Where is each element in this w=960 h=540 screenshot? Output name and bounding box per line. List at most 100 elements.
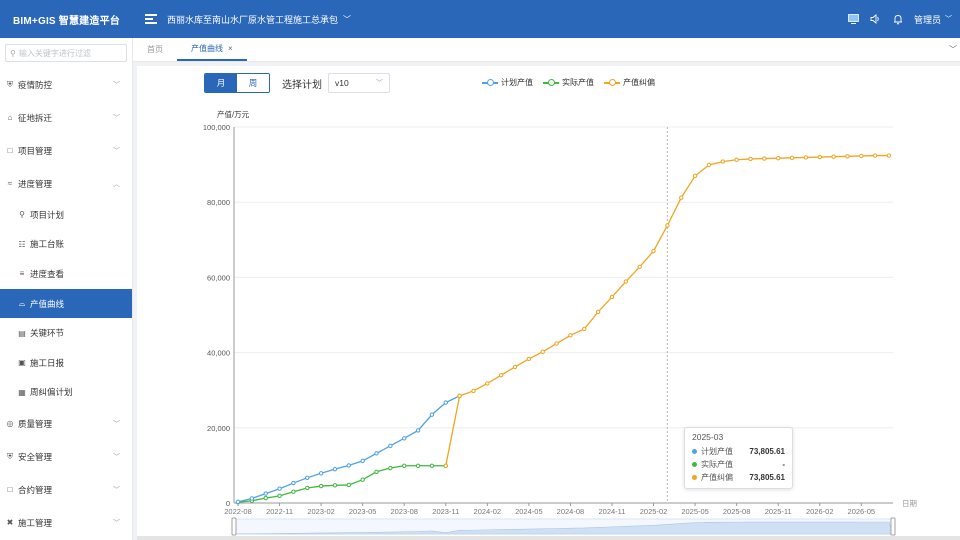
x-tick-label: 2025-02 <box>640 507 668 516</box>
x-tick-label: 2026-02 <box>806 507 834 516</box>
tab-home[interactable]: 首页 <box>133 37 177 61</box>
location-icon: ⚲ <box>19 210 25 220</box>
sidebar-item-epidemic[interactable]: ⛨ 疫情防控 ﹀ <box>0 68 132 101</box>
data-point <box>706 162 712 168</box>
sidebar-subitem-plan[interactable]: ⚲ 项目计划 <box>0 200 132 230</box>
x-tick-label: 2023-08 <box>390 507 418 516</box>
data-point <box>318 483 324 489</box>
key-node-icon: ▤ <box>18 328 26 338</box>
zoom-slider-preview <box>233 521 894 535</box>
data-point <box>803 155 809 160</box>
data-point <box>429 412 435 417</box>
legend-item-actual[interactable]: 实际产值 <box>543 77 594 88</box>
sidebar-item-project[interactable]: □ 项目管理 ﹀ <box>0 134 132 167</box>
period-toggle: 月 周 <box>204 73 270 93</box>
bell-icon[interactable] <box>892 13 904 25</box>
data-point <box>402 436 407 441</box>
legend-item-deviation[interactable]: 产值纠偏 <box>604 77 655 88</box>
data-point <box>540 349 545 355</box>
tooltip-label: 产值纠偏 <box>701 473 733 482</box>
sidebar-item-label: 施工管理 <box>18 517 53 528</box>
data-point <box>318 471 324 476</box>
sidebar-subitem-view[interactable]: ≡ 进度查看 <box>0 259 132 289</box>
chevron-down-icon: ﹀ <box>113 519 120 527</box>
week-button[interactable]: 周 <box>237 74 269 92</box>
sidebar-item-label: 征地拆迁 <box>18 112 53 123</box>
plan-select-value: v10 <box>335 78 349 88</box>
search-placeholder: 输入关键字进行过滤 <box>18 48 91 58</box>
zoom-handle-right <box>890 517 896 536</box>
x-tick-label: 2024-02 <box>474 507 502 516</box>
menu-toggle-icon[interactable] <box>145 14 159 24</box>
sidebar-item-safety[interactable]: ⛨ 安全管理 ﹀ <box>0 440 132 473</box>
sound-icon[interactable] <box>870 13 882 25</box>
project-selector[interactable]: 西丽水库至南山水厂原水管工程施工总承包 ﹀ <box>167 13 351 26</box>
x-tick-label: 2025-08 <box>723 507 751 516</box>
data-point <box>263 495 268 501</box>
x-tick-label: 2024-11 <box>598 507 625 516</box>
y-tick-label: 0 <box>226 499 230 508</box>
data-point <box>568 333 573 338</box>
data-point <box>554 341 559 346</box>
sidebar: ⚲ 输入关键字进行过滤 ⛨ 疫情防控 ﹀ ⌂ 征地拆迁 ﹀ □ 项目管理 ﹀ ≈… <box>0 38 133 540</box>
quality-icon: ◎ <box>6 419 14 429</box>
data-point <box>402 463 407 468</box>
legend-item-plan[interactable]: 计划产值 <box>482 77 533 88</box>
search-icon: ⚲ <box>10 48 16 58</box>
app-title: BIM+GIS 智慧建造平台 <box>13 15 120 27</box>
sidebar-subitem-label: 项目计划 <box>30 209 65 220</box>
monitor-icon[interactable] <box>848 13 860 25</box>
month-button[interactable]: 月 <box>205 74 237 92</box>
chevron-down-icon: ﹀ <box>945 16 952 23</box>
tab-output-curve[interactable]: 产值曲线 × <box>177 37 247 61</box>
sidebar-item-quality[interactable]: ◎ 质量管理 ﹀ <box>0 407 132 440</box>
sidebar-subitem-label: 进度查看 <box>30 268 65 279</box>
data-point <box>235 499 241 505</box>
sidebar-item-land[interactable]: ⌂ 征地拆迁 ﹀ <box>0 101 132 134</box>
sidebar-subitem-weekly[interactable]: ▦ 周纠偏计划 <box>0 378 132 408</box>
y-tick-label: 60,000 <box>207 273 230 282</box>
data-point <box>346 463 352 468</box>
sidebar-subitem-key[interactable]: ▤ 关键环节 <box>0 318 132 348</box>
chevron-down-icon[interactable]: ﹀ <box>949 45 957 54</box>
sidebar-subitem-label: 施工日报 <box>30 357 65 368</box>
list-icon: ≡ <box>19 269 25 279</box>
plan-select[interactable]: v10 ﹀ <box>328 73 390 93</box>
data-point <box>762 156 767 161</box>
chart-tooltip: 2025-03 计划产值 73,805.61 实际产值 - 产值纠偏 73,80… <box>684 427 793 489</box>
user-menu[interactable]: 管理员 ﹀ <box>914 13 952 26</box>
sidebar-subitem-curve[interactable]: ⌓ 产值曲线 <box>0 288 132 319</box>
x-tick-label: 2023-02 <box>307 507 335 516</box>
sidebar-item-label: 疫情防控 <box>18 79 53 90</box>
house-icon: ⌂ <box>7 113 13 122</box>
data-point <box>665 223 670 228</box>
tooltip-value: 73,805.61 <box>749 447 785 456</box>
search-input[interactable]: ⚲ 输入关键字进行过滤 <box>5 44 127 62</box>
data-point <box>679 195 684 200</box>
y-axis-title: 产值/万元 <box>217 109 250 119</box>
sidebar-item-construction[interactable]: ✖ 施工管理 ﹀ <box>0 506 132 539</box>
chevron-down-icon: ﹀ <box>113 420 120 428</box>
sidebar-subitem-ledger[interactable]: ☷ 施工台账 <box>0 230 132 260</box>
x-tick-label: 2023-05 <box>349 507 377 516</box>
data-point <box>595 309 601 315</box>
sidebar-item-contract[interactable]: □ 合约管理 ﹀ <box>0 473 132 506</box>
sidebar-item-label: 进度管理 <box>18 178 53 189</box>
close-icon[interactable]: × <box>228 43 233 53</box>
horizontal-scrollbar[interactable] <box>137 536 960 540</box>
sidebar-subitem-daily[interactable]: ▣ 施工日报 <box>0 348 132 378</box>
data-point <box>332 483 338 488</box>
ledger-icon: ☷ <box>18 239 26 249</box>
chevron-down-icon: ﹀ <box>113 147 120 155</box>
y-tick-label: 100,000 <box>203 123 230 132</box>
calendar-icon: ▦ <box>18 387 26 397</box>
sidebar-item-label: 安全管理 <box>18 451 53 462</box>
data-point <box>277 486 282 491</box>
data-point <box>388 465 393 471</box>
sidebar-item-progress[interactable]: ≈ 进度管理 ︿ <box>0 167 132 200</box>
data-point <box>291 480 296 486</box>
data-point <box>305 485 310 491</box>
data-point <box>291 489 296 494</box>
data-point <box>637 264 642 270</box>
data-point <box>443 400 448 405</box>
